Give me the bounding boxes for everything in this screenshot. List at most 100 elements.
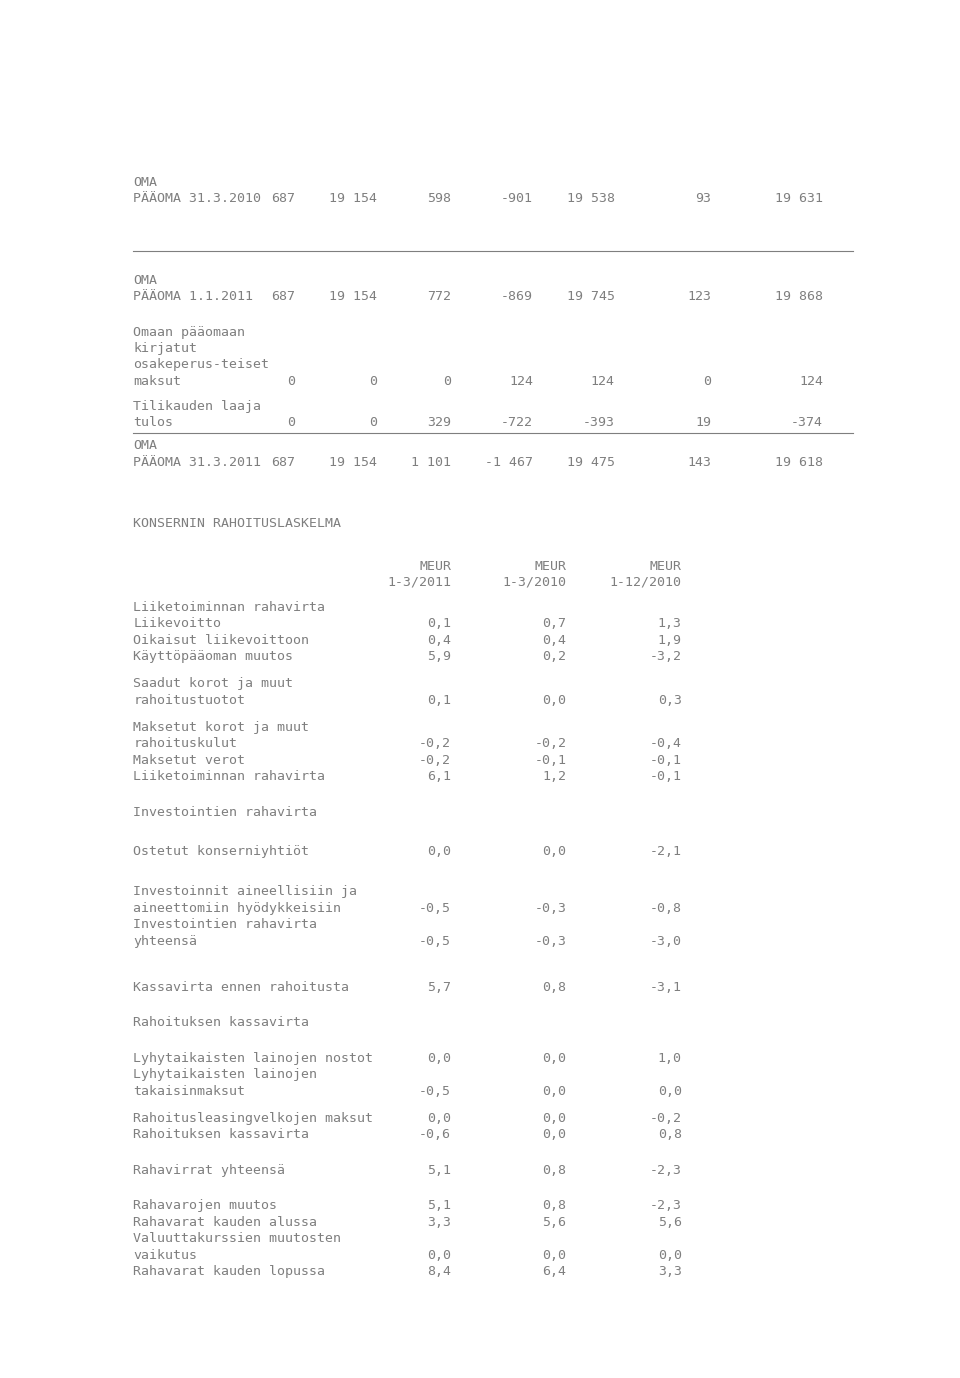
Text: 0,7: 0,7 (542, 617, 566, 630)
Text: 0,0: 0,0 (542, 693, 566, 707)
Text: 687: 687 (271, 289, 295, 303)
Text: Investoinnit aineellisiin ja: Investoinnit aineellisiin ja (133, 885, 357, 898)
Text: Liiketoiminnan rahavirta: Liiketoiminnan rahavirta (133, 601, 325, 615)
Text: rahoitustuotot: rahoitustuotot (133, 693, 246, 707)
Text: 19 868: 19 868 (775, 289, 823, 303)
Text: 0,0: 0,0 (658, 1248, 682, 1262)
Text: 19: 19 (695, 416, 711, 430)
Text: 0: 0 (444, 375, 451, 389)
Text: 687: 687 (271, 193, 295, 205)
Text: 0: 0 (369, 375, 376, 389)
Text: -2,3: -2,3 (650, 1164, 682, 1177)
Text: 0,8: 0,8 (658, 1129, 682, 1141)
Text: 0,0: 0,0 (427, 846, 451, 858)
Text: 0,0: 0,0 (427, 1051, 451, 1065)
Text: 3,3: 3,3 (427, 1215, 451, 1229)
Text: Rahoituksen kassavirta: Rahoituksen kassavirta (133, 1017, 309, 1029)
Text: Rahavarojen muutos: Rahavarojen muutos (133, 1199, 277, 1213)
Text: 0,8: 0,8 (542, 981, 566, 994)
Text: 1-3/2010: 1-3/2010 (502, 576, 566, 588)
Text: -0,5: -0,5 (420, 901, 451, 915)
Text: 6,4: 6,4 (542, 1265, 566, 1279)
Text: -0,3: -0,3 (535, 901, 566, 915)
Text: 0: 0 (369, 416, 376, 430)
Text: Investointien rahavirta: Investointien rahavirta (133, 806, 318, 819)
Text: OMA: OMA (133, 274, 157, 287)
Text: -0,1: -0,1 (650, 754, 682, 766)
Text: 1,3: 1,3 (658, 617, 682, 630)
Text: 0,0: 0,0 (427, 1112, 451, 1124)
Text: 1,9: 1,9 (658, 634, 682, 646)
Text: osakeperus-teiset: osakeperus-teiset (133, 358, 270, 372)
Text: 0,0: 0,0 (542, 1112, 566, 1124)
Text: 1-12/2010: 1-12/2010 (610, 576, 682, 588)
Text: -3,0: -3,0 (650, 934, 682, 948)
Text: -722: -722 (501, 416, 533, 430)
Text: 93: 93 (695, 193, 711, 205)
Text: 1,0: 1,0 (658, 1051, 682, 1065)
Text: vaikutus: vaikutus (133, 1248, 198, 1262)
Text: Käyttöpääoman muutos: Käyttöpääoman muutos (133, 650, 294, 663)
Text: 19 154: 19 154 (328, 193, 376, 205)
Text: Maksetut korot ja muut: Maksetut korot ja muut (133, 721, 309, 734)
Text: 0: 0 (287, 416, 295, 430)
Text: 5,1: 5,1 (427, 1164, 451, 1177)
Text: kirjatut: kirjatut (133, 342, 198, 356)
Text: -0,3: -0,3 (535, 934, 566, 948)
Text: Ostetut konserniyhtiöt: Ostetut konserniyhtiöt (133, 846, 309, 858)
Text: 5,7: 5,7 (427, 981, 451, 994)
Text: Lyhytaikaisten lainojen nostot: Lyhytaikaisten lainojen nostot (133, 1051, 373, 1065)
Text: 19 618: 19 618 (775, 456, 823, 469)
Text: tulos: tulos (133, 416, 174, 430)
Text: 0,0: 0,0 (542, 1248, 566, 1262)
Text: 0: 0 (287, 375, 295, 389)
Text: 1,2: 1,2 (542, 770, 566, 783)
Text: MEUR: MEUR (420, 559, 451, 572)
Text: yhteensä: yhteensä (133, 934, 198, 948)
Text: Rahoitusleasingvelkojen maksut: Rahoitusleasingvelkojen maksut (133, 1112, 373, 1124)
Text: Maksetut verot: Maksetut verot (133, 754, 246, 766)
Text: -3,1: -3,1 (650, 981, 682, 994)
Text: -374: -374 (791, 416, 823, 430)
Text: OMA: OMA (133, 176, 157, 189)
Text: PÄÄOMA 31.3.2011: PÄÄOMA 31.3.2011 (133, 456, 261, 469)
Text: -0,6: -0,6 (420, 1129, 451, 1141)
Text: Rahoituksen kassavirta: Rahoituksen kassavirta (133, 1129, 309, 1141)
Text: 3,3: 3,3 (658, 1265, 682, 1279)
Text: 0,4: 0,4 (542, 634, 566, 646)
Text: 598: 598 (427, 193, 451, 205)
Text: Tilikauden laaja: Tilikauden laaja (133, 400, 261, 413)
Text: 5,6: 5,6 (658, 1215, 682, 1229)
Text: -0,2: -0,2 (420, 754, 451, 766)
Text: 0,3: 0,3 (658, 693, 682, 707)
Text: 143: 143 (687, 456, 711, 469)
Text: 124: 124 (509, 375, 533, 389)
Text: 5,1: 5,1 (427, 1199, 451, 1213)
Text: PÄÄOMA 1.1.2011: PÄÄOMA 1.1.2011 (133, 289, 253, 303)
Text: rahoituskulut: rahoituskulut (133, 737, 237, 750)
Text: -0,1: -0,1 (535, 754, 566, 766)
Text: -2,1: -2,1 (650, 846, 682, 858)
Text: takaisinmaksut: takaisinmaksut (133, 1084, 246, 1098)
Text: -0,4: -0,4 (650, 737, 682, 750)
Text: maksut: maksut (133, 375, 181, 389)
Text: -2,3: -2,3 (650, 1199, 682, 1213)
Text: 0,4: 0,4 (427, 634, 451, 646)
Text: -0,1: -0,1 (650, 770, 682, 783)
Text: Omaan pääomaan: Omaan pääomaan (133, 325, 246, 339)
Text: 1 101: 1 101 (411, 456, 451, 469)
Text: -0,2: -0,2 (420, 737, 451, 750)
Text: 772: 772 (427, 289, 451, 303)
Text: Liikevoitto: Liikevoitto (133, 617, 222, 630)
Text: 19 745: 19 745 (566, 289, 614, 303)
Text: 6,1: 6,1 (427, 770, 451, 783)
Text: OMA: OMA (133, 440, 157, 452)
Text: 19 631: 19 631 (775, 193, 823, 205)
Text: -0,2: -0,2 (650, 1112, 682, 1124)
Text: Liiketoiminnan rahavirta: Liiketoiminnan rahavirta (133, 770, 325, 783)
Text: Saadut korot ja muut: Saadut korot ja muut (133, 678, 294, 690)
Text: 329: 329 (427, 416, 451, 430)
Text: 0,0: 0,0 (542, 1051, 566, 1065)
Text: Rahavirrat yhteensä: Rahavirrat yhteensä (133, 1164, 285, 1177)
Text: KONSERNIN RAHOITUSLASKELMA: KONSERNIN RAHOITUSLASKELMA (133, 517, 342, 529)
